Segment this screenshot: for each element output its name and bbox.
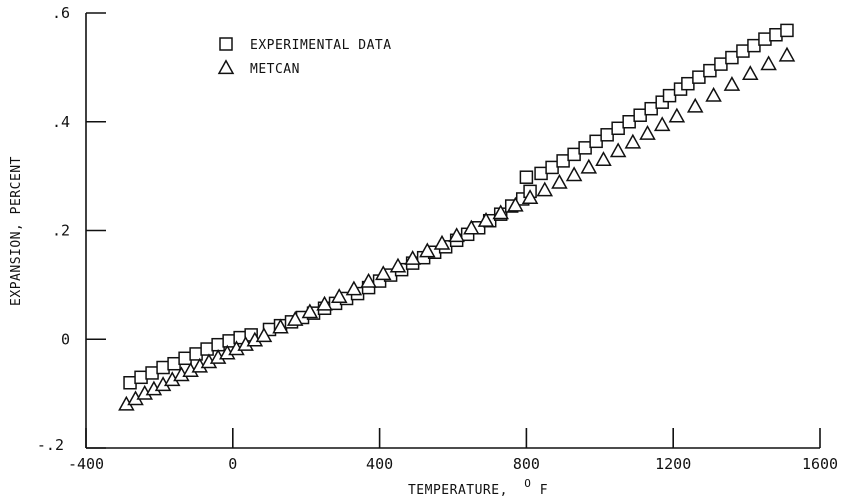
experimental-data-point xyxy=(769,28,783,42)
experimental-data-point xyxy=(134,370,148,385)
metcan-point xyxy=(686,97,704,113)
experimental-data-point xyxy=(156,360,170,375)
experimental-data-point xyxy=(736,44,750,58)
series-metcan xyxy=(118,46,796,411)
metcan-point xyxy=(639,124,656,140)
y-tick-label: .2 xyxy=(52,222,70,240)
legend-square-marker xyxy=(219,37,233,51)
metcan-point xyxy=(551,173,568,189)
metcan-point xyxy=(286,310,304,326)
metcan-point xyxy=(404,250,421,265)
metcan-point xyxy=(477,211,495,227)
experimental-data-point xyxy=(600,128,614,142)
y-tick-label: 0 xyxy=(61,330,70,348)
metcan-point xyxy=(609,142,627,158)
experimental-data-point xyxy=(747,38,761,53)
metcan-point xyxy=(492,204,509,220)
series-experimental-data xyxy=(123,23,794,390)
metcan-point xyxy=(624,133,642,149)
x-axis-title: TEMPERATURE, O F xyxy=(408,476,548,498)
metcan-point xyxy=(360,272,377,288)
experimental-data-point xyxy=(725,50,739,65)
metcan-point xyxy=(595,151,612,166)
experimental-data-point xyxy=(167,356,181,371)
metcan-point xyxy=(760,55,777,71)
metcan-point xyxy=(507,196,524,212)
experimental-data-point xyxy=(578,141,592,155)
experimental-data-point xyxy=(200,342,214,356)
metcan-point xyxy=(723,76,741,91)
x-tick-label: 0 xyxy=(228,455,237,473)
x-tick-label: 1200 xyxy=(655,455,691,473)
x-axis-title-unit: F xyxy=(540,483,548,498)
x-axis-title-main: TEMPERATURE, xyxy=(408,483,508,498)
metcan-point xyxy=(565,166,583,182)
metcan-point xyxy=(521,189,539,205)
y-axis-title: EXPANSION, PERCENT xyxy=(9,156,24,306)
experimental-data-point xyxy=(758,32,772,46)
metcan-point xyxy=(463,219,480,235)
axes xyxy=(85,13,820,449)
metcan-point xyxy=(374,265,392,281)
metcan-point xyxy=(536,181,554,197)
metcan-point xyxy=(448,227,465,243)
metcan-point xyxy=(316,295,333,311)
tick-labels: -400 0 400 800 1200 1600 -.2 0 .2 .4 .6 xyxy=(37,4,838,473)
experimental-data-point xyxy=(222,334,236,348)
x-tick-label: 400 xyxy=(366,455,393,473)
experimental-data-point xyxy=(178,351,192,366)
legend-triangle-marker xyxy=(217,59,235,75)
metcan-point xyxy=(668,107,686,123)
experimental-data-point xyxy=(211,337,225,352)
metcan-point xyxy=(272,318,289,334)
x-tick-label: 800 xyxy=(513,455,540,473)
metcan-point xyxy=(580,158,598,174)
metcan-point xyxy=(419,242,436,258)
experimental-data-point xyxy=(622,115,636,129)
x-axis-title-unit-sup: O xyxy=(524,477,531,490)
metcan-point xyxy=(389,257,407,273)
x-tick-label: -400 xyxy=(68,455,104,473)
experimental-data-point xyxy=(519,170,534,184)
metcan-point xyxy=(741,65,759,81)
experimental-data-point xyxy=(692,70,706,84)
metcan-point xyxy=(653,116,671,132)
experimental-data-point xyxy=(633,108,647,122)
metcan-point xyxy=(778,46,796,62)
y-tick-label: .6 xyxy=(52,4,70,22)
experimental-data-point xyxy=(189,347,203,361)
experimental-data-point xyxy=(556,154,570,168)
metcan-point xyxy=(345,280,363,296)
experimental-data-point xyxy=(644,101,658,116)
metcan-point xyxy=(433,234,451,250)
legend-label-metcan: METCAN xyxy=(250,62,300,77)
experimental-data-point xyxy=(611,121,625,136)
experimental-data-point xyxy=(780,23,794,38)
experimental-data-point xyxy=(703,63,717,78)
metcan-point xyxy=(330,288,348,303)
x-tick-label: 1600 xyxy=(802,455,838,473)
experimental-data-point xyxy=(545,160,559,175)
experimental-data-point xyxy=(714,57,728,71)
ticks xyxy=(85,12,821,449)
experimental-data-point xyxy=(123,376,137,390)
y-tick-label: .4 xyxy=(52,113,70,131)
metcan-point xyxy=(255,327,273,343)
y-tick-label: -.2 xyxy=(37,436,64,454)
experimental-data-point xyxy=(534,166,548,181)
experimental-data-point xyxy=(589,134,603,149)
experimental-data-point xyxy=(681,76,695,91)
experimental-data-point xyxy=(145,366,159,380)
experimental-data-point xyxy=(567,147,581,162)
metcan-point xyxy=(705,86,722,102)
legend-label-experimental-data: EXPERIMENTAL DATA xyxy=(250,38,392,53)
experimental-data-point xyxy=(662,88,677,103)
legend: EXPERIMENTAL DATA METCAN xyxy=(217,37,392,77)
metcan-point xyxy=(301,303,319,319)
